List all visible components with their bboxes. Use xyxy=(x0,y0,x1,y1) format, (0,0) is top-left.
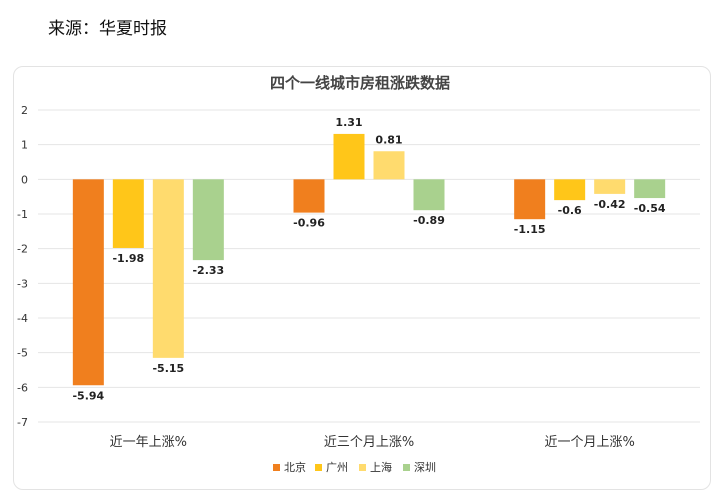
data-label: -0.96 xyxy=(293,217,325,230)
data-label: -5.15 xyxy=(152,362,184,375)
data-label: -1.15 xyxy=(514,223,546,236)
bar-北京-2 xyxy=(514,179,546,220)
data-label: 1.31 xyxy=(335,116,362,129)
bar-深圳-2 xyxy=(634,179,666,199)
chart-title: 四个一线城市房租涨跌数据 xyxy=(270,74,450,92)
legend-swatch-北京 xyxy=(273,464,280,471)
source-caption: 来源：华夏时报 xyxy=(48,19,167,39)
legend-label-北京: 北京 xyxy=(284,460,306,474)
bar-北京-1 xyxy=(293,179,325,213)
bar-广州-0 xyxy=(112,179,144,248)
legend-swatch-广州 xyxy=(315,464,322,471)
data-label: -0.89 xyxy=(413,214,445,227)
chart-card xyxy=(13,66,711,490)
bar-深圳-0 xyxy=(192,179,224,261)
y-tick-label: 2 xyxy=(21,104,28,117)
category-label: 近三个月上涨% xyxy=(324,435,414,450)
bar-深圳-1 xyxy=(413,179,445,211)
data-label: -2.33 xyxy=(192,264,224,277)
bar-上海-0 xyxy=(152,179,184,358)
legend-label-上海: 上海 xyxy=(370,460,392,474)
data-label: -0.42 xyxy=(594,198,626,211)
bar-北京-0 xyxy=(72,179,104,386)
data-label: 0.81 xyxy=(375,133,402,146)
category-label: 近一个月上涨% xyxy=(544,435,634,450)
data-label: -0.6 xyxy=(558,204,582,217)
bar-广州-2 xyxy=(554,179,586,201)
bar-上海-1 xyxy=(373,151,405,180)
y-tick-label: 1 xyxy=(21,139,28,152)
bar-广州-1 xyxy=(333,133,365,180)
y-tick-label: -2 xyxy=(17,243,28,256)
data-label: -0.54 xyxy=(634,202,666,215)
y-tick-label: -1 xyxy=(17,208,28,221)
legend-swatch-深圳 xyxy=(403,464,410,471)
y-tick-label: 0 xyxy=(21,173,28,186)
y-tick-label: -5 xyxy=(17,347,28,360)
legend-label-深圳: 深圳 xyxy=(414,461,436,474)
data-label: -1.98 xyxy=(112,252,144,265)
data-label: -5.94 xyxy=(72,389,104,402)
y-tick-label: -6 xyxy=(17,381,28,394)
y-tick-label: -3 xyxy=(17,277,28,290)
legend-swatch-上海 xyxy=(359,464,366,471)
bar-上海-2 xyxy=(594,179,626,194)
y-tick-label: -7 xyxy=(17,416,28,429)
legend-label-广州: 广州 xyxy=(326,461,348,474)
y-tick-label: -4 xyxy=(17,312,28,325)
category-label: 近一年上涨% xyxy=(110,435,187,450)
